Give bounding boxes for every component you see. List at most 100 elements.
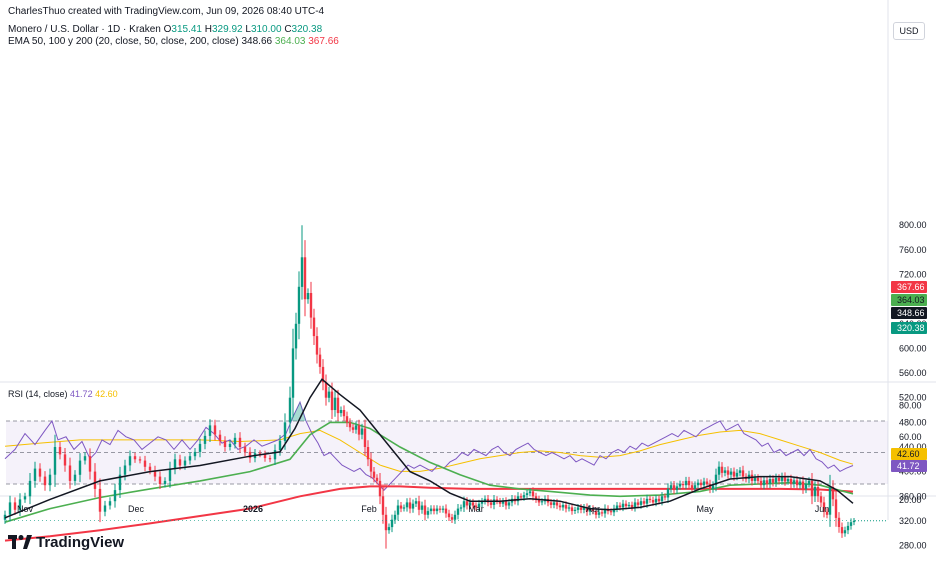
candle-body [238,437,242,447]
candle-body [123,465,127,475]
candle-body [570,507,574,512]
price-tag-box [891,307,927,319]
candle-body [792,480,796,484]
candle-body [103,505,107,512]
candle-body [621,503,625,508]
ema-label: EMA 50, 100 y 200 (20, close, 50, close,… [8,36,239,47]
candle-body [405,502,409,508]
candle-body [663,496,667,498]
candle-body [477,503,481,508]
time-tick-label: Nov [17,504,34,514]
candle-body [498,501,502,504]
rsi-line [4,400,854,492]
candle-body [198,443,202,452]
candle-body [534,496,538,500]
candle-body [369,459,373,472]
candle-body [336,397,340,414]
ema-legend: EMA 50, 100 y 200 (20, close, 50, close,… [8,36,339,47]
tradingview-logo-icon [8,535,32,549]
time-axis[interactable]: Nov Dec 2026 Feb Mar Apr May Jun [17,504,829,514]
tradingview-logo[interactable]: TradingView [8,532,124,552]
symbol-legend: Monero / U.S. Dollar · 1D · Kraken O315.… [8,24,322,35]
candle-body [438,508,442,510]
price-axis[interactable]: 800.00760.00720.00680.00640.00600.00560.… [899,220,927,563]
candle-body [636,502,640,505]
candle-body [801,481,805,489]
candle-body [798,481,802,486]
candle-body [783,476,787,482]
time-tick-label: Apr [586,504,600,514]
candle-body [417,501,421,510]
candle-body [309,293,313,318]
candle-body [591,508,595,512]
candle-body [558,505,562,508]
rsi-tag-box [891,460,927,472]
candle-body [168,468,172,481]
candle-body [738,470,742,473]
rsi-label-text: RSI (14, close) [8,389,68,399]
candle-body [396,505,400,515]
candle-body [38,468,42,477]
price-tags: 367.66 364.03 348.66 320.38 [891,281,927,334]
candle-body [48,474,52,486]
candle-body [774,477,778,483]
candle-body [233,437,237,444]
candle-body [258,453,262,455]
price-tag-label: 364.03 [897,295,925,305]
candle-body [690,485,694,489]
candle-body [603,508,607,514]
candle-body [627,504,631,507]
candle-body [552,502,556,505]
candle-body [465,501,469,506]
candle-body [429,508,433,512]
candle-body [573,509,577,511]
candle-body [411,503,415,509]
candle-body [669,485,673,489]
price-tick-label: 520.00 [899,393,927,403]
ema50-line-layer [4,421,854,523]
time-tick-label: Dec [128,504,145,514]
candle-body [654,498,658,503]
candle-body [203,435,207,444]
ohlc-low: L310.00 [245,24,282,35]
time-tick-label: Feb [361,504,377,514]
candle-body [178,459,182,466]
candle-body [708,484,712,489]
candle-body [753,477,757,481]
candle-body [825,511,829,515]
candle-body [423,505,427,515]
candle-body [474,505,478,508]
candle-body [777,477,781,481]
candle-body [609,511,613,513]
candle-body [294,323,298,349]
candle-body [93,471,97,489]
candle-body [624,503,628,507]
candle-body [714,474,718,486]
ema200-value: 367.66 [308,36,339,47]
candle-body [828,487,832,515]
candle-body [729,471,733,475]
ohlc-high: H329.92 [204,24,243,35]
candle-body [108,501,112,506]
candle-body [630,504,634,508]
price-tick-label: 720.00 [899,270,927,280]
candle-body [318,354,322,367]
candle-body [504,501,508,506]
candle-body [288,397,292,423]
rsi-panel [4,400,888,492]
candle-body [83,456,87,461]
candle-body [333,397,337,410]
candle-body [387,527,391,531]
currency-selector[interactable]: USD [893,22,925,40]
candle-body [702,481,706,486]
candle-body [492,499,496,505]
candle-body [183,460,187,466]
ema50-line [4,421,854,523]
candle-body [354,425,358,430]
candle-body [711,485,715,489]
candle-body [381,496,385,515]
rsi-axis[interactable]: 80.00 60.00 20.00 42.60 41.72 [891,400,927,505]
candle-body [28,480,32,497]
candle-body [705,481,709,484]
